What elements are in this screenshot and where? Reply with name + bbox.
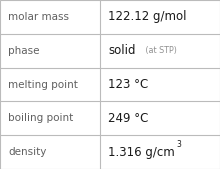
Text: phase: phase (8, 46, 40, 56)
Text: 249 °C: 249 °C (108, 112, 148, 125)
Text: 1.316 g/cm: 1.316 g/cm (108, 146, 175, 159)
Text: density: density (8, 147, 46, 157)
Text: melting point: melting point (8, 79, 78, 90)
Text: boiling point: boiling point (8, 113, 73, 123)
Text: (at STP): (at STP) (143, 46, 176, 55)
Text: 123 °C: 123 °C (108, 78, 148, 91)
Text: solid: solid (108, 44, 136, 57)
Text: molar mass: molar mass (8, 12, 69, 22)
Text: 122.12 g/mol: 122.12 g/mol (108, 10, 187, 23)
Text: 3: 3 (177, 140, 181, 149)
